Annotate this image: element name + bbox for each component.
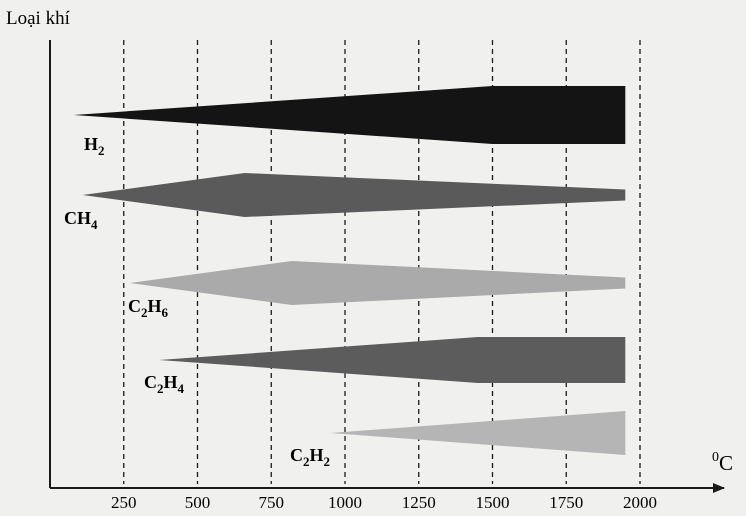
x-axis-unit-symbol: C xyxy=(719,451,733,475)
x-axis-unit: 0C xyxy=(712,450,733,475)
label-main: H xyxy=(84,134,98,154)
x-tick-label-750: 750 xyxy=(259,493,285,512)
axes: Loại khí 0C xyxy=(6,8,733,493)
x-tick-label-500: 500 xyxy=(185,493,211,512)
x-tick-label-2000: 2000 xyxy=(623,493,657,512)
x-tick-label-1750: 1750 xyxy=(549,493,583,512)
x-tick-label-1250: 1250 xyxy=(402,493,436,512)
label-sub: 2 xyxy=(157,381,164,396)
label-c2h4: C2H4 xyxy=(144,372,185,396)
label-tail-sub: 2 xyxy=(324,454,331,469)
band-ch4 xyxy=(82,173,626,217)
label-main: C xyxy=(144,372,157,392)
band-c2h2 xyxy=(330,411,626,455)
label-sub: 2 xyxy=(98,143,105,158)
label-sub: 4 xyxy=(91,217,98,232)
x-tick-labels: 250 500 750 1000 1250 1500 1750 2000 xyxy=(111,493,657,512)
band-h2 xyxy=(73,86,626,144)
label-sub: 2 xyxy=(303,454,310,469)
label-tail-letter: H xyxy=(148,296,162,316)
gas-bands xyxy=(73,86,626,455)
label-main: CH xyxy=(64,208,91,228)
label-tail-sub: 6 xyxy=(162,305,169,320)
band-c2h4 xyxy=(159,337,626,383)
label-main: C xyxy=(290,445,303,465)
x-tick-label-1000: 1000 xyxy=(328,493,362,512)
label-tail-letter: H xyxy=(310,445,324,465)
label-tail-letter: H xyxy=(164,372,178,392)
label-h2: H2 xyxy=(84,134,105,158)
band-c2h6 xyxy=(129,261,626,305)
label-sub: 2 xyxy=(141,305,148,320)
label-ch4: CH4 xyxy=(64,208,98,232)
label-c2h2: C2H2 xyxy=(290,445,330,469)
y-axis-label: Loại khí xyxy=(6,8,71,29)
label-tail-sub: 4 xyxy=(178,381,185,396)
x-tick-label-250: 250 xyxy=(111,493,137,512)
x-axis-unit-degree: 0 xyxy=(712,450,719,465)
label-c2h6: C2H6 xyxy=(128,296,169,320)
x-tick-label-1500: 1500 xyxy=(476,493,510,512)
label-main: C xyxy=(128,296,141,316)
